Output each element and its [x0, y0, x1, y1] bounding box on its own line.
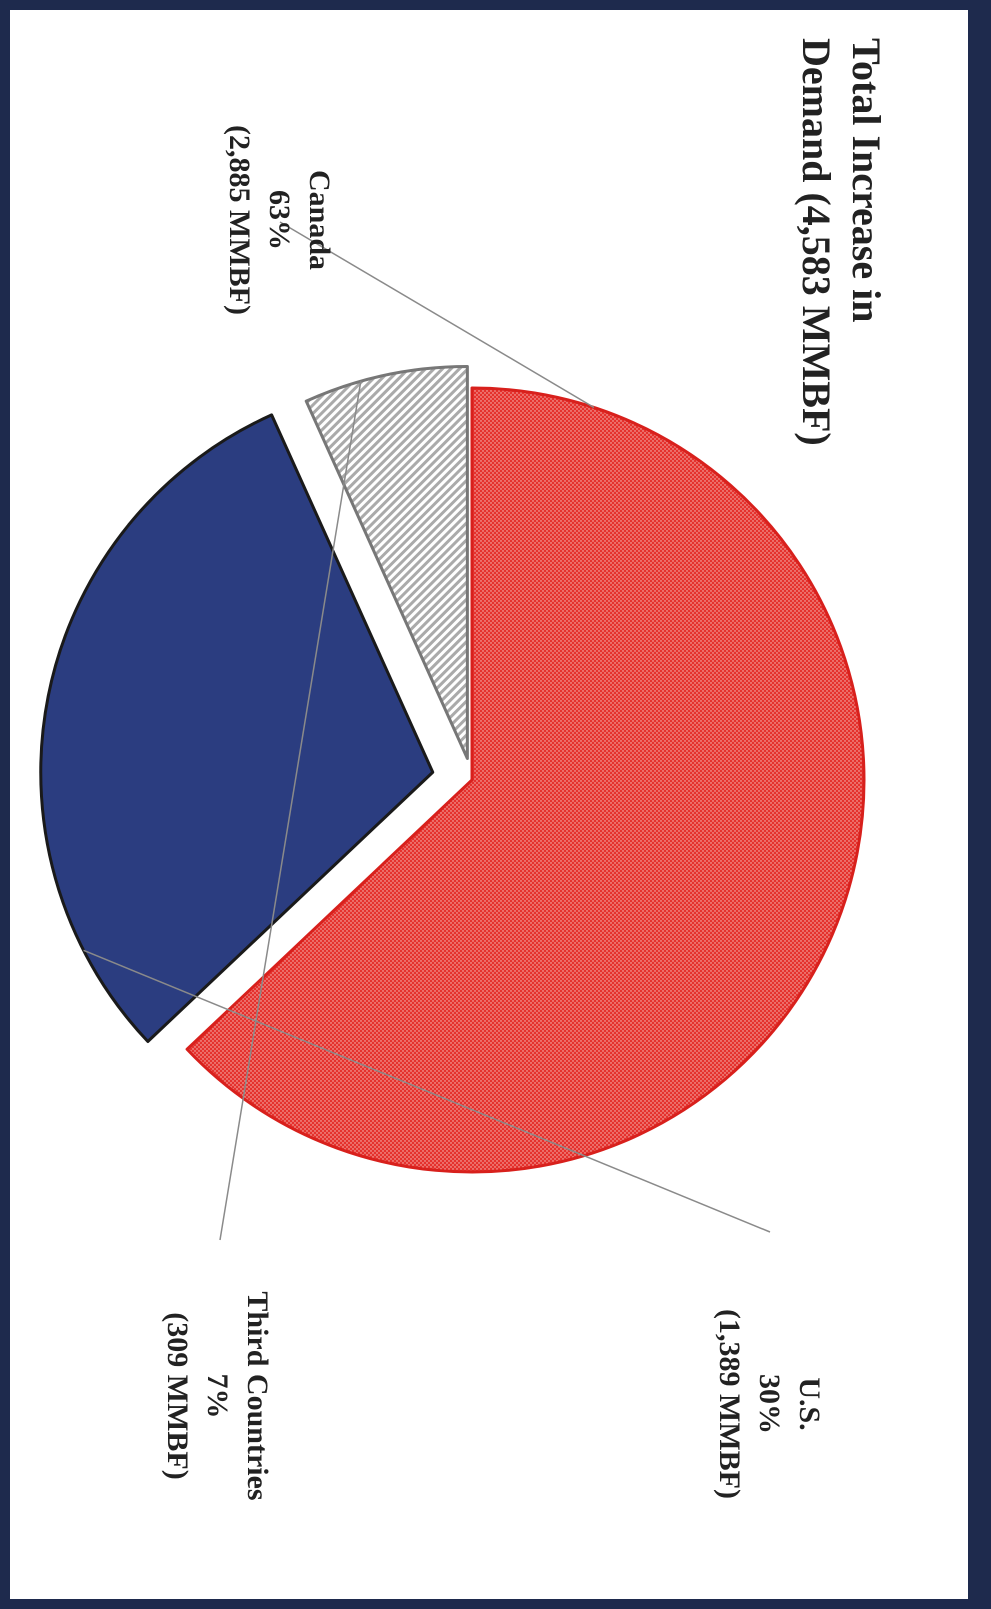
slice-value-canada: (2,885 MMBF)	[223, 125, 256, 315]
leader-line-third-countries	[219, 381, 362, 1241]
slice-label-us: U.S. 30% (1,389 MMBF)	[713, 1309, 826, 1499]
slice-percent-us: 30%	[753, 1374, 786, 1434]
slice-name-third-countries: Third Countries	[241, 1291, 274, 1500]
chart-title-line-1: Total Increase in	[844, 38, 889, 322]
slice-value-us: (1,389 MMBF)	[713, 1309, 746, 1499]
leader-line-u-s	[83, 949, 771, 1233]
leader-line-canada	[279, 221, 595, 409]
pie-slices	[39, 364, 866, 1174]
chart-title: Total Increase in Demand (4,583 MMBF)	[794, 38, 889, 446]
pie-slice-u-s	[39, 413, 435, 1043]
slice-value-third-countries: (309 MMBF)	[161, 1312, 194, 1479]
slice-name-canada: Canada	[303, 170, 336, 270]
leader-lines	[83, 221, 771, 1241]
slice-label-third-countries: Third Countries 7% (309 MMBF)	[161, 1291, 274, 1500]
slice-label-canada: Canada 63% (2,885 MMBF)	[223, 125, 336, 315]
slice-percent-canada: 63%	[263, 190, 296, 250]
slice-percent-third-countries: 7%	[201, 1374, 234, 1419]
chart-title-line-2: Demand (4,583 MMBF)	[794, 38, 839, 446]
slice-name-us: U.S.	[793, 1377, 826, 1430]
pie-slice-canada	[185, 386, 866, 1174]
chart-card: Total Increase in Demand (4,583 MMBF) Ca…	[10, 10, 968, 1599]
pie-chart: Total Increase in Demand (4,583 MMBF) Ca…	[39, 38, 889, 1501]
